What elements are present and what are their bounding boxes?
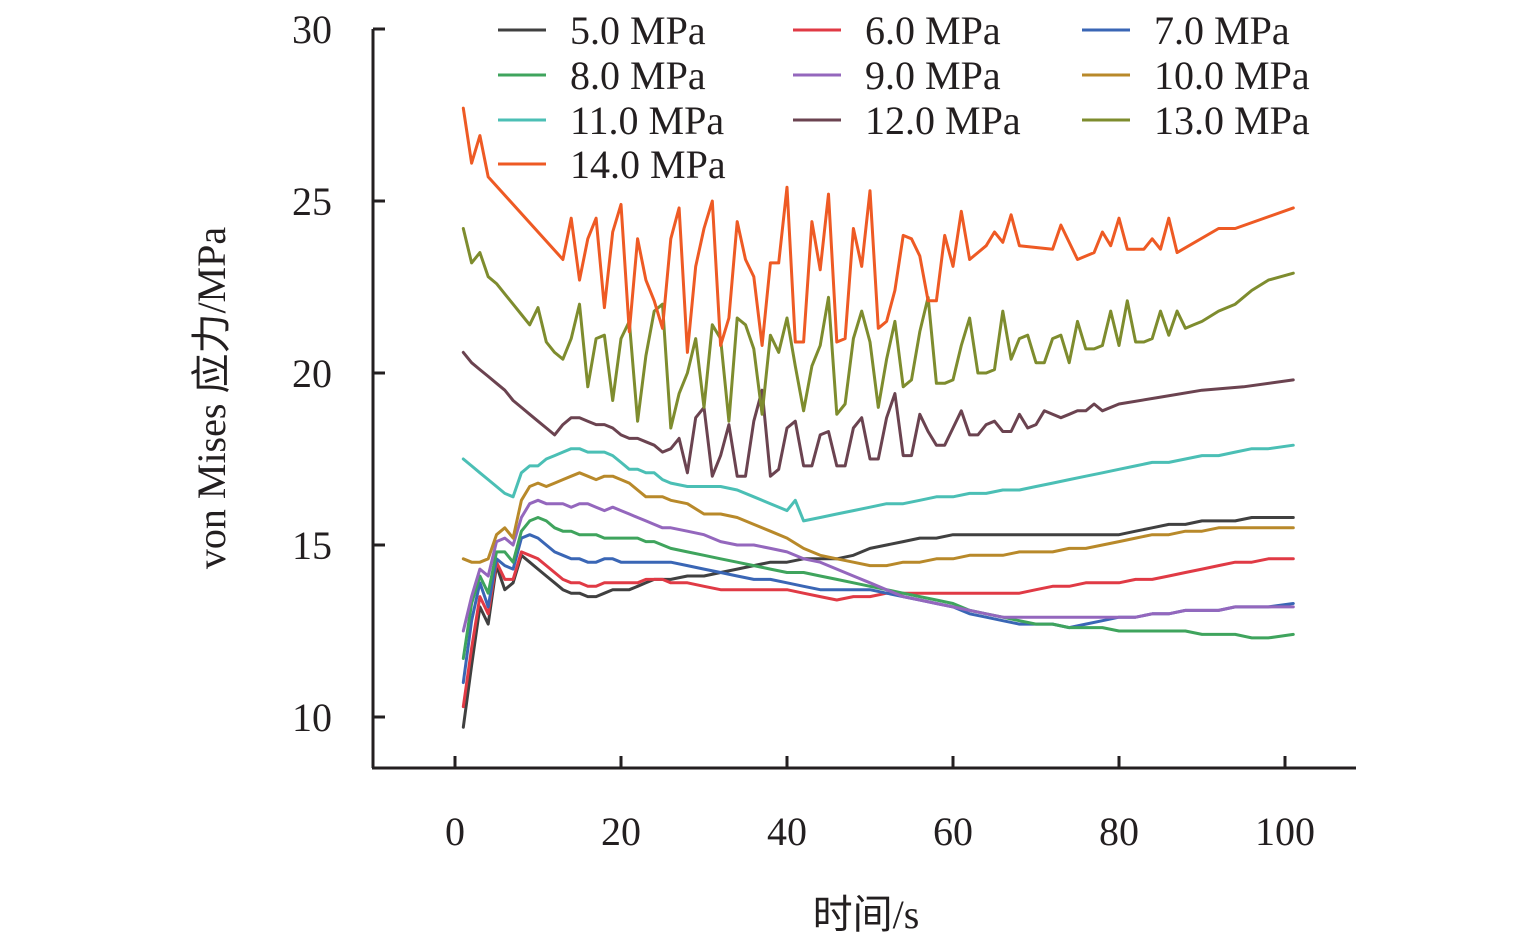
series-line-5mpa [461, 516, 1295, 729]
series-line-10mpa [461, 471, 1295, 568]
legend-label: 13.0 MPa [1154, 98, 1310, 143]
x-tick-label: 20 [601, 809, 641, 854]
y-ticks: 10 15 20 25 30 [292, 7, 385, 740]
x-tick-label: 0 [445, 809, 465, 854]
legend-item: 10.0 MPa [1082, 53, 1310, 98]
legend-item: 13.0 MPa [1082, 98, 1310, 143]
series-line-14mpa [461, 106, 1295, 354]
legend-label: 14.0 MPa [570, 142, 726, 187]
series-line-8mpa [461, 516, 1295, 660]
series-line-12mpa [461, 350, 1295, 478]
legend-item: 14.0 MPa [498, 142, 726, 187]
x-tick-label: 60 [933, 809, 973, 854]
series-line-9mpa [461, 498, 1295, 633]
legend-item: 9.0 MPa [793, 53, 1001, 98]
y-tick-label: 15 [292, 523, 332, 568]
legend-label: 11.0 MPa [570, 98, 724, 143]
legend-label: 7.0 MPa [1154, 8, 1290, 53]
legend-item: 7.0 MPa [1082, 8, 1290, 53]
x-tick-label: 80 [1099, 809, 1139, 854]
series-line-11mpa [461, 443, 1295, 523]
legend-label: 9.0 MPa [865, 53, 1001, 98]
legend-label: 5.0 MPa [570, 8, 706, 53]
legend-item: 8.0 MPa [498, 53, 706, 98]
series-line-7mpa [461, 533, 1295, 685]
x-tick-label: 40 [767, 809, 807, 854]
legend-label: 12.0 MPa [865, 98, 1021, 143]
y-tick-label: 30 [292, 7, 332, 52]
x-tick-label: 100 [1255, 809, 1315, 854]
legend: 5.0 MPa 6.0 MPa 7.0 MPa 8.0 MPa 9.0 MPa 10.0 … [498, 8, 1310, 187]
legend-item: 6.0 MPa [793, 8, 1001, 53]
legend-label: 6.0 MPa [865, 8, 1001, 53]
y-tick-label: 10 [292, 695, 332, 740]
axes [371, 29, 1356, 770]
x-ticks: 0 20 40 60 80 100 [445, 756, 1315, 854]
legend-item: 11.0 MPa [498, 98, 724, 143]
y-tick-label: 20 [292, 351, 332, 396]
legend-item: 12.0 MPa [793, 98, 1021, 143]
legend-label: 8.0 MPa [570, 53, 706, 98]
x-axis-label: 时间/s [813, 892, 920, 937]
series-line-6mpa [461, 550, 1295, 709]
series-line-13mpa [461, 227, 1295, 430]
y-tick-label: 25 [292, 179, 332, 224]
y-axis-label: von Mises 应力/MPa [189, 227, 234, 569]
legend-label: 10.0 MPa [1154, 53, 1310, 98]
series-group [461, 106, 1295, 729]
legend-item: 5.0 MPa [498, 8, 706, 53]
